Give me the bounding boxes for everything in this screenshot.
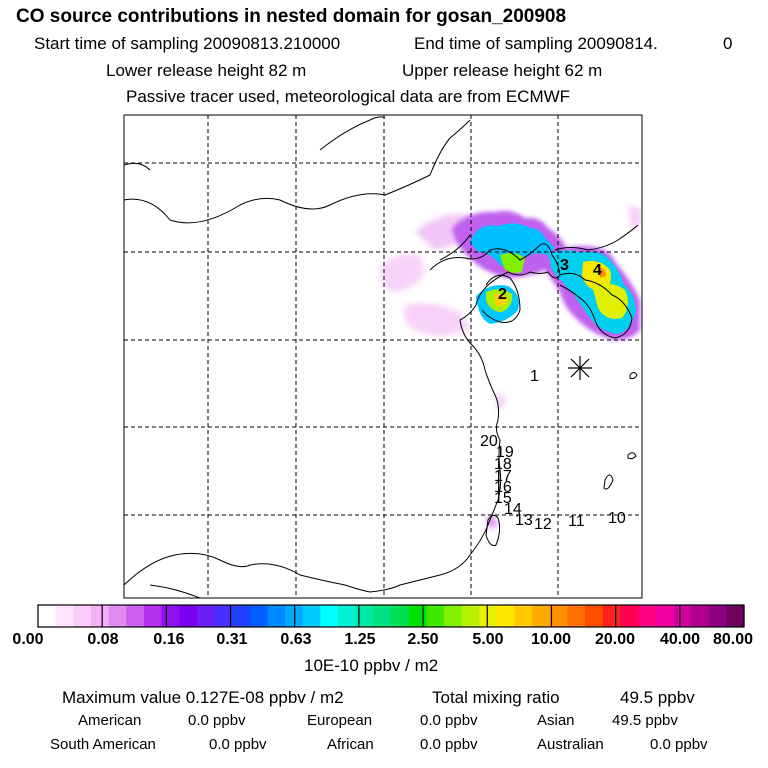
region-name-south-american: South American [50, 736, 156, 753]
map-background [124, 115, 642, 598]
region-value-south-american: 0.0 ppbv [209, 736, 267, 753]
region-label-4: 4 [593, 262, 602, 279]
trajectory-label-14: 14 [504, 501, 522, 518]
start-time-label: Start time of sampling 20090813.210000 [34, 34, 341, 53]
receptor-star-icon [568, 356, 592, 380]
upper-release-height: Upper release height 62 m [402, 61, 603, 80]
colorbar-tick-5: 1.25 [344, 631, 376, 648]
colorbar-tick-1: 0.08 [87, 631, 119, 648]
trajectory-label-17: 17 [494, 468, 512, 485]
receptor-label: 1 [530, 368, 539, 385]
colorbar-tick-6: 2.50 [407, 631, 439, 648]
figure-title: CO source contributions in nested domain… [16, 6, 567, 27]
trajectory-label-16: 16 [494, 479, 512, 496]
region-label-2: 2 [498, 286, 507, 303]
region-label-3: 3 [560, 257, 569, 274]
end-time-value: 0 [723, 34, 733, 53]
region-value-european: 0.0 ppbv [420, 712, 478, 729]
graticule [124, 115, 642, 598]
trajectory-label-12: 12 [534, 516, 552, 533]
concentration-plume [380, 205, 642, 529]
colorbar-tick-8: 10.00 [530, 631, 572, 648]
colorbar-tick-3: 0.31 [216, 631, 248, 648]
colorbar-tick-7: 5.00 [472, 631, 504, 648]
end-time-label: End time of sampling 20090814. [414, 34, 658, 53]
colorbar-tick-2: 0.16 [153, 631, 185, 648]
colorbar-tick-11: 80.00 [712, 631, 754, 648]
region-value-african: 0.0 ppbv [420, 736, 478, 753]
region-name-african: African [327, 736, 374, 753]
map-panel: 1 2 3 4 20 19 18 17 16 15 14 13 12 11 10 [123, 114, 643, 599]
trajectory-label-11: 11 [568, 513, 585, 530]
region-name-european: European [307, 712, 373, 729]
trajectory-label-10: 10 [608, 510, 626, 527]
maximum-value: Maximum value 0.127E-08 ppbv / m2 [62, 688, 344, 707]
lower-release-height: Lower release height 82 m [106, 61, 307, 80]
total-mixing-ratio-label: Total mixing ratio [432, 688, 560, 707]
region-name-australian: Australian [537, 736, 604, 753]
colorbar-unit: 10E-10 ppbv / m2 [304, 656, 439, 675]
trajectory-label-19: 19 [496, 444, 514, 461]
map-frame [123, 114, 643, 599]
coastlines [124, 116, 639, 598]
colorbar-tick-4: 0.63 [280, 631, 312, 648]
region-value-american: 0.0 ppbv [188, 712, 246, 729]
trajectory-label-18: 18 [494, 456, 512, 473]
tracer-info: Passive tracer used, meteorological data… [126, 87, 571, 106]
colorbar-tick-9: 20.00 [594, 631, 636, 648]
region-name-american: American [78, 712, 142, 729]
colorbar-tick-10: 40.00 [659, 631, 701, 648]
trajectory-label-20: 20 [480, 433, 498, 450]
total-mixing-ratio-value: 49.5 ppbv [620, 688, 695, 707]
region-value-australian: 0.0 ppbv [650, 736, 708, 753]
region-value-asian: 49.5 ppbv [612, 712, 678, 729]
region-name-asian: Asian [537, 712, 575, 729]
colorbar-tick-0: 0.00 [12, 631, 44, 648]
trajectory-label-15: 15 [494, 490, 512, 507]
trajectory-label-13: 13 [515, 512, 533, 529]
